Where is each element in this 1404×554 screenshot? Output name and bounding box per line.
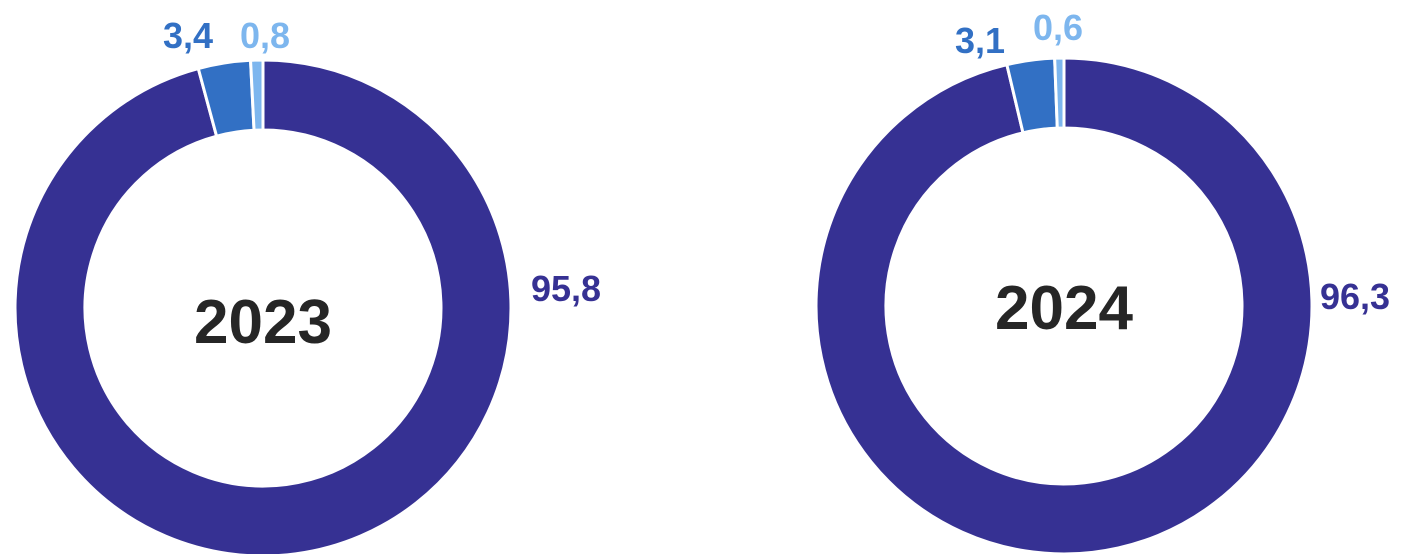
donut-slice-2 [1053, 56, 1066, 130]
donut-slice-2 [248, 58, 265, 132]
donut-slice-0 [13, 58, 513, 554]
donut-center-label: 2023 [194, 288, 332, 357]
donut-chart-2023: 2023 95,8 3,4 0,8 [13, 15, 601, 554]
slice-label-1: 3,4 [163, 15, 213, 56]
donut-chart-2024: 2024 96,3 3,1 0,6 [814, 7, 1390, 554]
donut-center-label: 2024 [995, 274, 1133, 343]
slice-label-1: 3,1 [955, 20, 1005, 61]
slice-label-0: 95,8 [531, 268, 601, 309]
slice-label-2: 0,6 [1033, 7, 1083, 48]
donut-slice-0 [814, 56, 1314, 554]
slice-label-0: 96,3 [1320, 276, 1390, 317]
slice-label-2: 0,8 [240, 15, 290, 56]
